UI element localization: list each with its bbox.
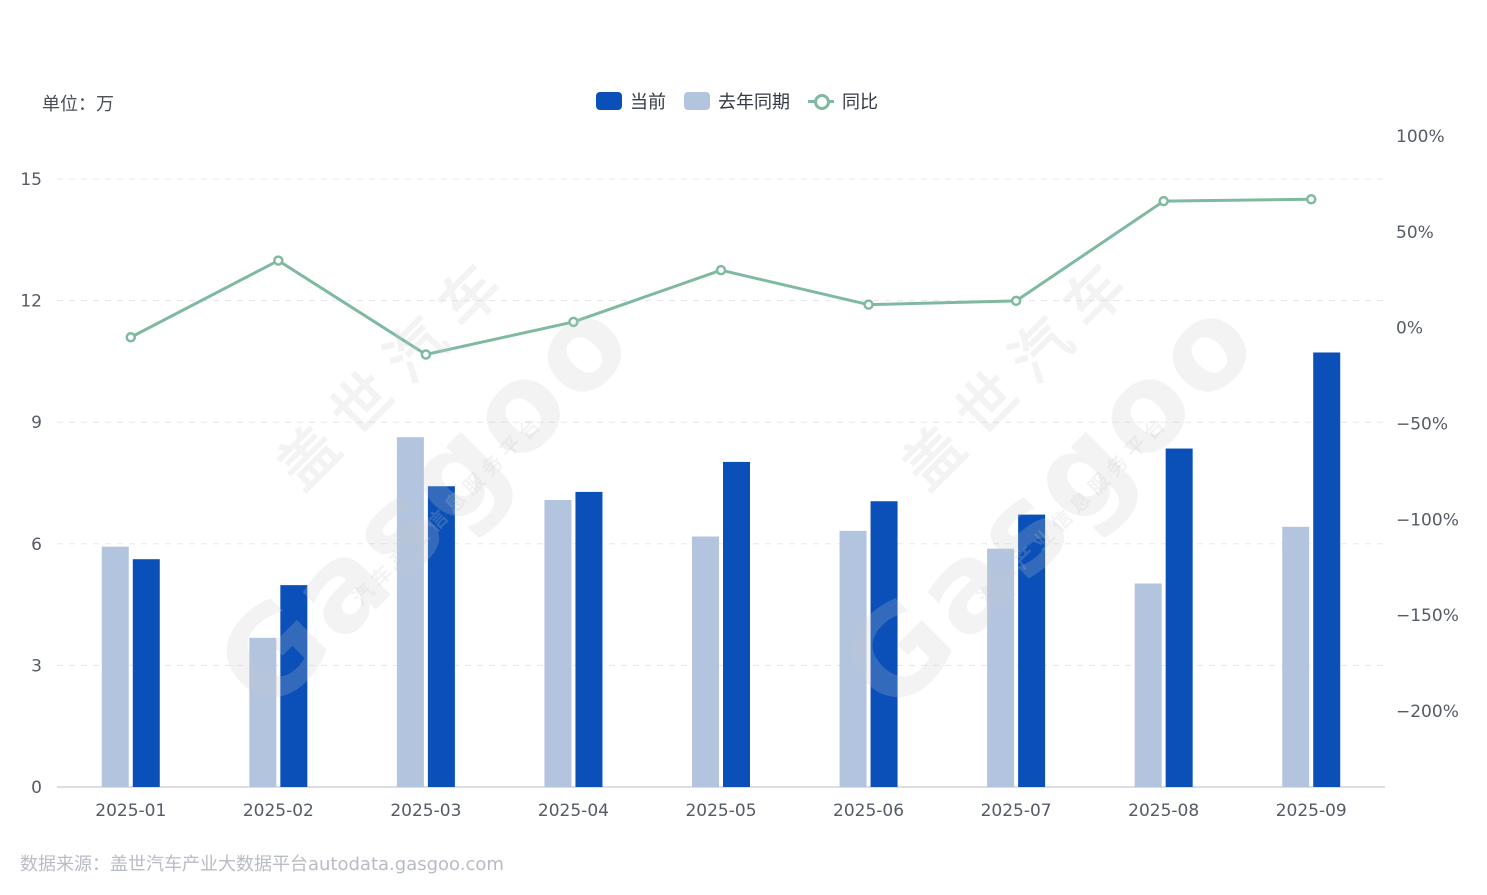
x-tick-label: 2025-04 [538,801,609,821]
y-right-tick-label: −150% [1396,606,1459,626]
legend: 当前 去年同期 同比 [596,88,878,114]
y-left-tick-label: 6 [31,535,42,555]
yoy-line [130,197,1312,357]
y-right-tick-label: 0% [1396,319,1423,339]
legend-item-current[interactable]: 当前 [596,88,666,114]
y-left-tick-label: 0 [31,778,42,798]
unit-label: 单位：万 [42,94,114,115]
legend-swatch-current [596,92,622,110]
legend-swatch-last-year [684,92,710,110]
legend-label-yoy: 同比 [842,92,878,113]
legend-item-yoy[interactable]: 同比 [808,88,878,114]
legend-swatch-yoy [808,92,834,110]
yoy-point [420,349,432,360]
bar-last-year [396,437,424,787]
legend-label-last-year: 去年同期 [718,92,790,113]
bar-current [1165,448,1193,787]
x-tick-label: 2025-09 [1276,801,1347,821]
bar-last-year [1134,583,1162,787]
legend-item-last-year[interactable]: 去年同期 [684,88,790,114]
bar-last-year [101,546,129,787]
x-tick-label: 2025-02 [243,801,314,821]
y-right-tick-label: 100% [1396,127,1445,147]
y-right-tick-label: −200% [1396,702,1459,722]
bar-current [427,486,455,787]
bar-current [575,491,603,787]
y-right-tick-label: −50% [1396,415,1448,435]
x-tick-label: 2025-07 [981,801,1052,821]
y-left-tick-label: 15 [20,170,42,190]
y-left-tick-label: 3 [31,656,42,676]
x-tick-label: 2025-06 [833,801,904,821]
yoy-point [1158,195,1169,207]
yoy-point [273,255,284,266]
yoy-point [863,299,874,310]
bar-last-year [692,536,719,787]
bar-current [1313,352,1341,787]
bar-last-year [544,500,572,787]
y-right-tick-label: 50% [1396,223,1434,243]
x-tick-label: 2025-03 [390,801,461,821]
y-left-tick-label: 12 [20,292,42,312]
yoy-point [1305,194,1317,205]
bar-current [280,585,308,787]
yoy-point [568,316,579,328]
bar-last-year [249,637,277,787]
x-tick-label: 2025-01 [95,801,166,821]
yoy-point [125,332,137,343]
yoy-point [715,264,727,276]
x-tick-label: 2025-08 [1128,801,1199,821]
y-right-tick-label: −100% [1396,510,1459,530]
x-tick-label: 2025-05 [685,801,756,821]
legend-label-current: 当前 [630,92,666,113]
bar-current [723,461,750,787]
bar-last-year [1282,526,1310,787]
bar-current [1018,514,1046,787]
bar-last-year [839,530,867,787]
yoy-point [1010,295,1022,307]
bar-last-year [987,548,1015,787]
bar-current [870,501,898,787]
data-source: 数据来源：盖世汽车产业大数据平台autodata.gasgoo.com [20,854,504,875]
bar-current [132,559,160,787]
y-left-tick-label: 9 [31,413,42,433]
